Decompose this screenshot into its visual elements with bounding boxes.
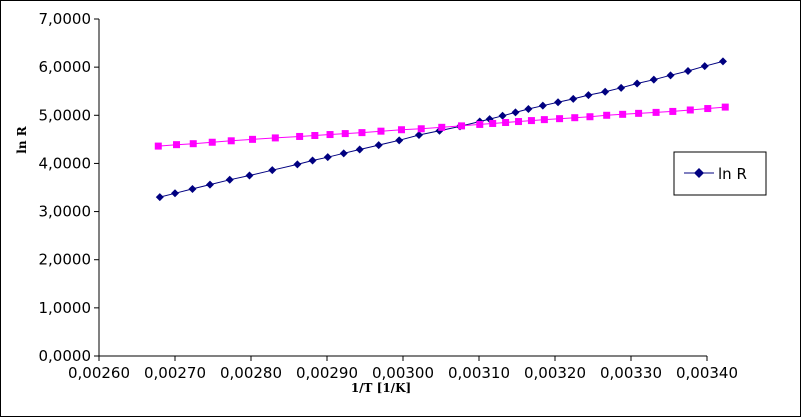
series-0-point	[554, 98, 563, 107]
series-1-point	[721, 103, 729, 111]
series-0-point	[245, 171, 254, 180]
series-0-point	[633, 79, 642, 88]
series-1-point	[189, 140, 197, 148]
series-0-point	[666, 71, 675, 80]
series-1-point	[489, 119, 497, 127]
series-0-point	[395, 136, 404, 145]
series-1-point	[556, 115, 564, 123]
series-1-point	[417, 125, 425, 133]
series-0-point	[374, 141, 383, 150]
series-1-point	[652, 108, 660, 116]
x-tick-label: 0,00330	[600, 364, 662, 382]
series-1-point	[515, 118, 523, 126]
y-tick-label: 5,0000	[39, 106, 92, 124]
series-0-point	[225, 175, 234, 184]
series-1-point	[326, 131, 334, 139]
series-0-point	[355, 145, 364, 154]
series-0-line	[159, 60, 724, 198]
series-1-point	[341, 130, 349, 138]
series-0-point	[155, 193, 164, 202]
series-1-point	[358, 129, 366, 137]
axes: 0,0000 1,0000 2,0000 3,0000 4,0000 5,0000 6,00…	[39, 10, 739, 382]
series-1-point	[476, 120, 484, 128]
y-tick-label: 4,0000	[39, 154, 92, 172]
series-0-point	[339, 149, 348, 158]
series-0-point	[617, 83, 626, 92]
series-0-point	[684, 66, 692, 75]
series-0-point	[700, 62, 709, 71]
series-1-point	[571, 114, 579, 122]
series-1-point	[527, 117, 535, 125]
series-0-point	[268, 166, 277, 175]
series-0-point	[601, 87, 610, 96]
y-tick-label: 3,0000	[39, 203, 92, 221]
x-tick-label: 0,00260	[68, 364, 130, 382]
series-1-point	[540, 116, 548, 124]
series-0-point	[538, 101, 547, 110]
series-0-point	[308, 156, 317, 165]
series-1-point	[208, 138, 216, 146]
series-1-point	[502, 119, 510, 127]
y-tick-label: 6,0000	[39, 58, 92, 76]
series-0-point	[188, 184, 197, 193]
x-tick-label: 0,00310	[448, 364, 510, 382]
series-1-point	[686, 106, 694, 114]
series-0-point	[569, 94, 578, 103]
series-1-point	[635, 109, 643, 117]
series-0-point	[205, 180, 214, 189]
y-tick-label: 2,0000	[39, 251, 92, 269]
x-tick-label: 0,00320	[524, 364, 586, 382]
series-1-point	[271, 134, 279, 142]
series-1-point	[173, 141, 181, 149]
series-0-point	[171, 189, 179, 198]
series-1-point	[619, 110, 627, 118]
series-1-point	[438, 123, 446, 131]
x-tick-label: 0,00270	[144, 364, 206, 382]
series-0-point	[498, 111, 507, 120]
legend-series-label: ln R	[718, 165, 747, 183]
x-tick-label: 0,00290	[296, 364, 358, 382]
series-1-point	[227, 137, 235, 145]
x-tick-label: 0,00340	[676, 364, 738, 382]
y-tick-label: 0,0000	[39, 347, 92, 365]
series-layer	[154, 57, 729, 202]
x-tick-label: 0,00300	[372, 364, 434, 382]
series-1-point	[154, 142, 162, 150]
series-1-point	[249, 135, 257, 143]
series-0-point	[649, 75, 658, 84]
y-tick-label: 1,0000	[39, 299, 92, 317]
series-1-point	[458, 122, 466, 130]
legend-series-marker	[694, 168, 704, 178]
series-1-point	[704, 105, 712, 113]
series-1-line	[158, 106, 726, 147]
series-0-point	[718, 57, 727, 66]
series-1-point	[669, 107, 677, 115]
x-axis-title: 1/T [1/K]	[351, 381, 411, 395]
series-1-point	[377, 127, 385, 135]
legend: ln R	[673, 151, 767, 196]
series-0-point	[511, 108, 520, 117]
series-1-point	[603, 111, 611, 119]
series-1-point	[397, 126, 405, 134]
series-0-point	[293, 160, 302, 169]
y-axis-title: ln R	[15, 125, 29, 153]
series-1-point	[586, 113, 594, 121]
series-1-point	[311, 132, 319, 140]
x-tick-label: 0,00280	[220, 364, 282, 382]
series-1-point	[296, 132, 304, 140]
y-tick-label: 7,0000	[39, 10, 92, 28]
series-0-point	[584, 91, 593, 100]
series-0-point	[414, 131, 423, 140]
series-0-point	[524, 105, 533, 114]
series-0-point	[323, 153, 332, 162]
